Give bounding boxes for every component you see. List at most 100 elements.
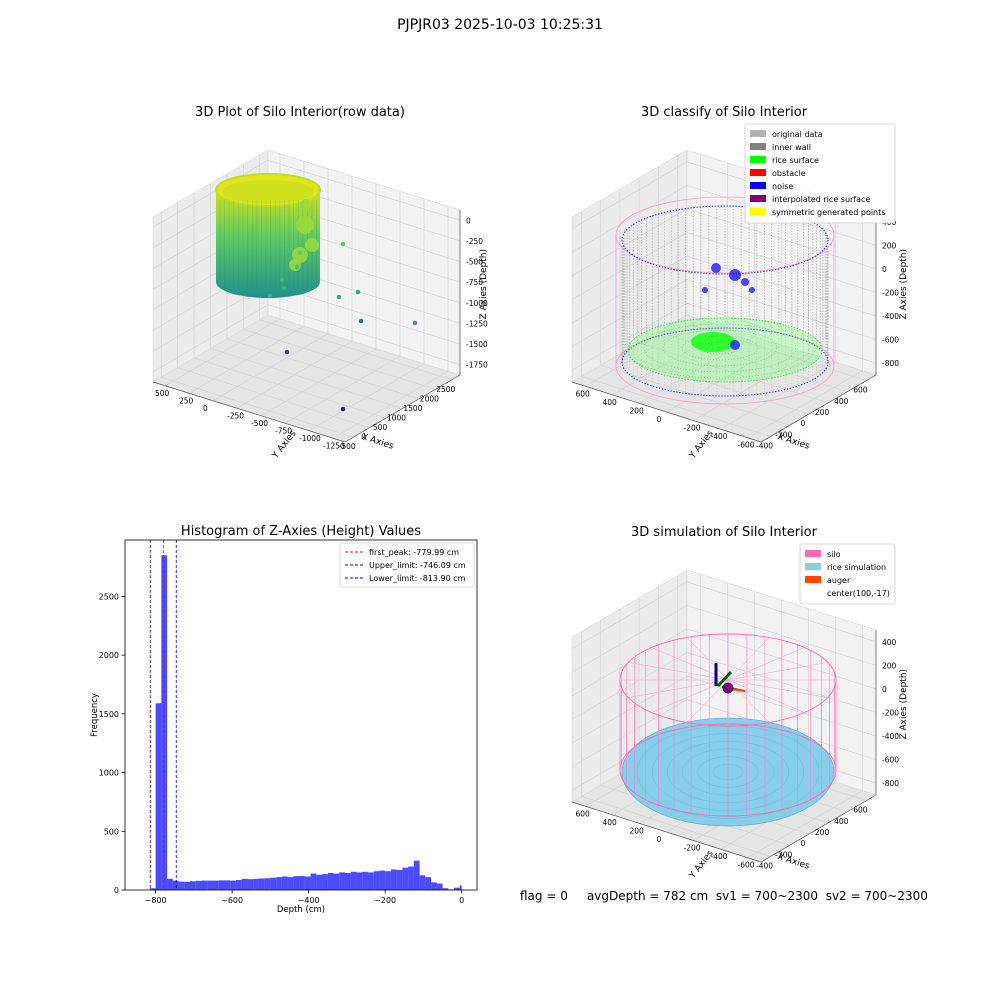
y-tick-label: -400 <box>711 852 728 861</box>
z-tick-label: -1750 <box>466 361 488 370</box>
y-grid-line <box>693 353 809 421</box>
silo-top-spoke <box>727 679 828 698</box>
histogram-bar <box>425 877 432 890</box>
histogram-bar <box>213 880 219 890</box>
outlier-point <box>336 294 342 300</box>
histogram-bar <box>442 888 449 890</box>
outlier-point <box>281 285 287 291</box>
histogram-bar <box>190 881 196 890</box>
histogram-bar <box>367 872 374 890</box>
histogram-bar <box>253 878 259 890</box>
y-tick-label: 400 <box>603 818 618 827</box>
histogram-bar <box>327 872 334 890</box>
x-tick-label: -200 <box>775 850 792 859</box>
y-grid-line <box>747 370 863 438</box>
silo-top-spoke <box>727 679 770 723</box>
obstacle-points <box>300 199 312 211</box>
histogram-bar <box>178 881 185 890</box>
x-tick-label: -400 <box>756 441 773 450</box>
legend-label: interpolated rice surface <box>772 195 870 204</box>
outlier-point <box>358 318 364 324</box>
rice-surface-ring <box>662 329 778 367</box>
legend-label: rice surface <box>772 156 819 165</box>
noise-cluster <box>711 263 721 273</box>
x-tick-label: −200 <box>374 896 396 905</box>
legend-label: rice simulation <box>827 563 886 572</box>
z-axis-label: Z Axies (Depth) <box>899 669 909 740</box>
histogram-bar <box>356 872 363 890</box>
outlier-point <box>412 320 418 326</box>
y-tick-label: 0 <box>657 835 662 844</box>
silo-top-spoke <box>727 647 805 681</box>
simulation-3d-panel: -400-20002004006006004002000-200-400-600… <box>571 525 909 882</box>
x-tick-label: −800 <box>145 896 167 905</box>
x-tick-label: −400 <box>298 896 320 905</box>
y-tick-label: 600 <box>576 389 591 398</box>
noise-ring-top <box>621 205 829 275</box>
z-grid-line <box>571 628 877 697</box>
z-tick-label: -1250 <box>466 319 488 328</box>
y-grid-line <box>747 790 863 858</box>
legend-swatch <box>750 156 766 163</box>
y-tick-label: 1500 <box>99 710 119 719</box>
rice-surface-ring <box>624 317 816 379</box>
silo-top-inner <box>222 180 314 204</box>
z-grid-line <box>571 279 877 347</box>
x-axis-label: X Axies <box>776 852 811 872</box>
y-tick-label: 2000 <box>99 651 119 660</box>
histogram-bar <box>454 887 460 890</box>
y-grid-line <box>164 318 281 387</box>
obstacle-points <box>289 259 301 271</box>
x-tick-label: -500 <box>339 442 356 451</box>
y-grid-line <box>188 325 305 394</box>
y-axis-label: Y Axies <box>687 849 716 882</box>
noise-cluster <box>729 269 741 281</box>
y-tick-label: -250 <box>227 411 244 420</box>
x-tick-label: 1000 <box>387 414 406 423</box>
x-tick-label: -200 <box>775 430 792 439</box>
histogram-bar <box>235 880 242 890</box>
legend-label: Lower_limit: -813.90 cm <box>369 574 466 583</box>
legend-swatch <box>805 550 821 557</box>
silo-wall-points <box>216 190 320 298</box>
histogram-bar <box>172 880 179 890</box>
histogram-bar <box>149 888 156 890</box>
z-grid-line <box>571 652 877 720</box>
y-tick-label: 0 <box>657 415 662 424</box>
figure-title: PJPJR03 2025-10-03 10:25:31 <box>397 17 603 33</box>
x-tick-label: -400 <box>756 861 773 870</box>
x-grid-line <box>193 357 387 419</box>
y-grid-line <box>666 344 782 413</box>
legend-swatch <box>750 195 766 202</box>
x-tick-label: 2000 <box>420 394 439 403</box>
z-tick-label: -200 <box>882 289 899 298</box>
legend-label: silo <box>827 550 841 559</box>
x-tick-label: 400 <box>834 817 849 826</box>
histogram-bar <box>218 880 225 890</box>
y-grid-line <box>332 370 449 439</box>
y-axis-label: Frequency <box>90 693 100 737</box>
x-axis-line <box>760 794 877 863</box>
y-tick-label: 0 <box>203 404 208 413</box>
silo-top-spoke <box>727 679 805 713</box>
noise-ring-bottom <box>621 327 829 397</box>
histogram-bar <box>373 871 380 890</box>
y-axis-line <box>571 381 762 443</box>
histogram-bar <box>322 874 328 890</box>
x-tick-label: −600 <box>221 896 243 905</box>
outlier-point <box>294 264 300 270</box>
y-tick-label: -500 <box>251 419 268 428</box>
legend-swatch <box>805 563 821 570</box>
histogram-bar <box>310 873 317 890</box>
x-grid-line <box>243 329 436 390</box>
outlier-point <box>284 349 290 355</box>
y-tick-label: 1000 <box>99 769 119 778</box>
plot-frame <box>124 539 478 891</box>
outlier-point <box>267 293 273 299</box>
raw-data-3d-panel: -500050010001500200025005002500-250-500-… <box>152 105 489 461</box>
silo-top-spoke <box>686 637 729 681</box>
z-tick-label: -250 <box>466 237 483 246</box>
legend-swatch <box>805 576 821 583</box>
histogram-bar <box>184 881 191 890</box>
histogram-bar <box>276 877 282 890</box>
